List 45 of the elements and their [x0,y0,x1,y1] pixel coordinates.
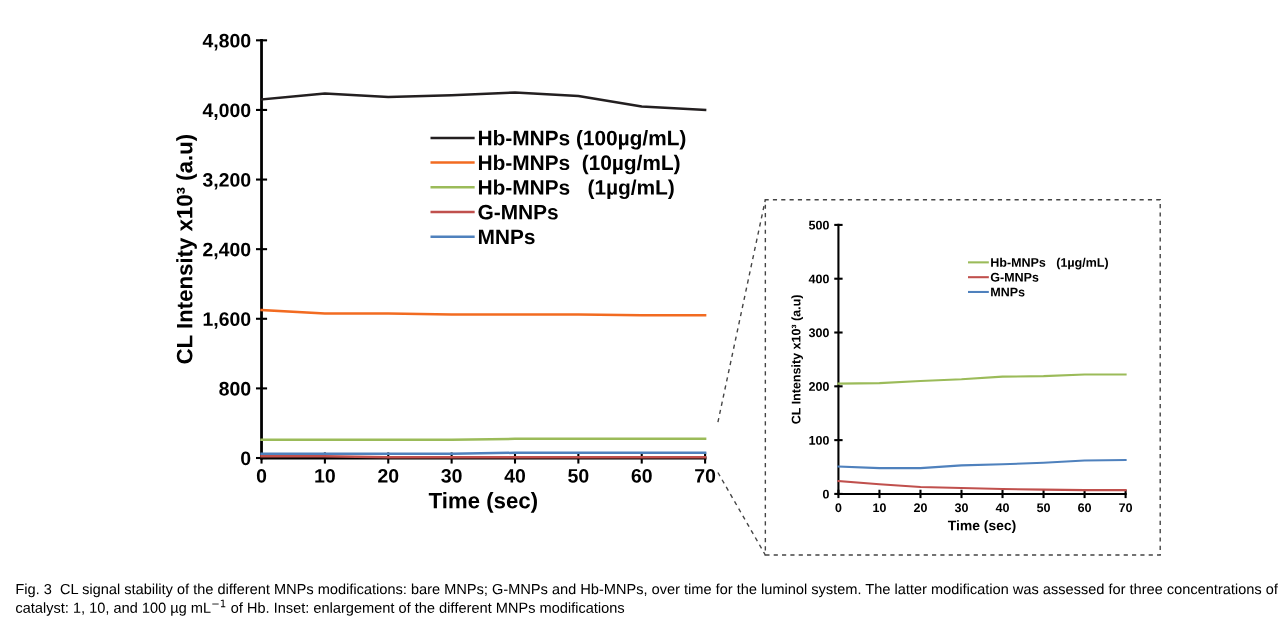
x-tick-label: 40 [504,468,526,483]
y-tick-label: 400 [808,274,829,284]
x-tick-label: 50 [568,468,589,483]
line-series [837,458,1127,470]
x-tick-label: 50 [1036,503,1050,513]
x-axis-title: Time (sec) [428,492,537,513]
x-tick-label: 70 [695,468,716,483]
x-tick-label: 60 [631,468,652,483]
x-tick-label: 0 [835,503,842,513]
x-tick-label: 20 [913,503,927,513]
y-axis-title: CL Intensity x10³ (a.u) [176,135,197,364]
y-tick-label: 500 [808,220,829,230]
legend-label: G-MNPs [478,204,558,220]
line-series [260,91,707,112]
y-tick-label: 0 [241,451,251,466]
y-axis-title: CL Intensity x10³ (a.u) [791,295,803,424]
y-tick-label: 0 [822,489,829,499]
y-tick-label: 1,600 [203,312,251,329]
caption: Fig. 3 CL signal stability of the different MNPs modifications: bare MNPs; G-MNPs and Hb-MNPs, over time for the luminol system. The latter modification was assessed for three concentrations of catalyst: 1, 10, and 100 µg mL$^{−1}$ of Hb. Inset: enlargement of the different MNPs modifications [16,583,1278,616]
x-tick-label: 10 [315,468,335,483]
legend-label: MNPs [478,229,535,245]
legend-label: Hb-MNPs (100µg/mL) [478,130,686,150]
legend-label: Hb-MNPs (10µg/mL) [478,154,680,175]
x-tick-label: 30 [441,468,462,483]
y-tick-label: 4,800 [202,33,251,51]
legend-label: MNPs [991,287,1025,297]
y-tick-label: 2,400 [203,242,251,260]
y-tick-label: 100 [809,435,829,445]
x-tick-label: 20 [378,468,399,483]
legend-label: G-MNPs [990,272,1039,282]
y-tick-label: 200 [808,382,829,391]
y-tick-label: 4,000 [202,103,251,120]
legend-label: Hb-MNPs (1µg/mL) [478,179,674,200]
x-tick-label: 30 [954,503,968,513]
x-axis-title: Time (sec) [947,520,1016,534]
x-tick-label: 70 [1119,503,1133,513]
y-tick-label: 800 [219,381,251,396]
legend-label: Hb-MNPs (1µg/mL) [991,257,1108,270]
x-tick-label: 40 [995,503,1009,513]
line-series [837,373,1127,385]
y-tick-label: 300 [808,328,829,338]
x-tick-label: 60 [1078,503,1092,513]
y-tick-label: 3,200 [202,173,251,190]
x-tick-label: 10 [873,503,886,513]
x-tick-label: 0 [256,468,267,483]
